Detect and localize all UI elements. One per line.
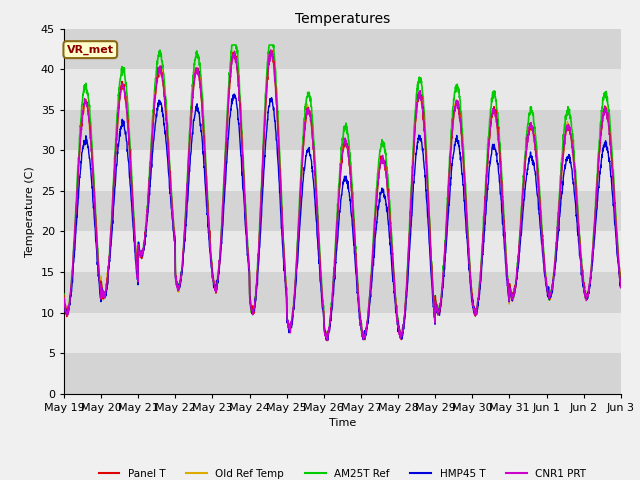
Bar [64,69,621,110]
Line: HMP45 T: HMP45 T [64,94,621,340]
Old Ref Temp [230,48,238,54]
Panel T [617,281,625,287]
Bar [64,231,621,272]
Bar [64,191,621,231]
Old Ref Temp [323,337,331,343]
CNR1 PRT [617,281,625,287]
Legend: Panel T, Old Ref Temp, AM25T Ref, HMP45 T, CNR1 PRT: Panel T, Old Ref Temp, AM25T Ref, HMP45 … [94,465,590,480]
CNR1 PRT [216,257,223,263]
Title: Temperatures: Temperatures [295,12,390,26]
HMP45 T [568,167,576,173]
Old Ref Temp [617,282,625,288]
AM25T Ref [361,336,369,342]
CNR1 PRT [568,142,576,147]
Bar [64,29,621,69]
AM25T Ref [60,291,68,297]
Line: Panel T: Panel T [64,51,621,341]
AM25T Ref [617,280,625,286]
Panel T [568,142,576,148]
CNR1 PRT [505,293,513,299]
Panel T [216,265,223,271]
Line: CNR1 PRT: CNR1 PRT [64,50,621,341]
Old Ref Temp [371,218,379,224]
Line: Old Ref Temp: Old Ref Temp [64,51,621,340]
Panel T [584,292,591,298]
HMP45 T [505,295,513,300]
AM25T Ref [568,128,576,133]
Line: AM25T Ref: AM25T Ref [64,45,621,339]
Y-axis label: Temperature (C): Temperature (C) [26,166,35,257]
Bar [64,110,621,150]
AM25T Ref [584,293,591,299]
X-axis label: Time: Time [329,418,356,428]
HMP45 T [216,270,223,276]
HMP45 T [324,337,332,343]
CNR1 PRT [324,338,332,344]
AM25T Ref [505,286,513,291]
AM25T Ref [228,42,236,48]
Text: VR_met: VR_met [67,45,114,55]
HMP45 T [371,235,379,240]
Bar [64,312,621,353]
HMP45 T [359,334,367,340]
Panel T [359,332,367,338]
CNR1 PRT [584,292,591,298]
AM25T Ref [359,329,367,335]
Panel T [268,48,276,54]
CNR1 PRT [267,47,275,53]
Panel T [323,338,330,344]
Panel T [60,292,68,298]
CNR1 PRT [60,296,68,302]
Old Ref Temp [60,297,68,303]
Old Ref Temp [359,333,367,339]
AM25T Ref [371,210,379,216]
HMP45 T [617,282,625,288]
Old Ref Temp [216,263,223,268]
Panel T [371,215,379,221]
Panel T [505,289,513,295]
Old Ref Temp [584,292,591,298]
HMP45 T [60,299,68,304]
Old Ref Temp [568,139,576,145]
Old Ref Temp [505,285,513,291]
CNR1 PRT [371,215,379,221]
HMP45 T [230,91,238,97]
Bar [64,353,621,394]
HMP45 T [584,296,591,302]
AM25T Ref [216,261,223,267]
Bar [64,272,621,312]
CNR1 PRT [359,332,367,337]
Bar [64,150,621,191]
